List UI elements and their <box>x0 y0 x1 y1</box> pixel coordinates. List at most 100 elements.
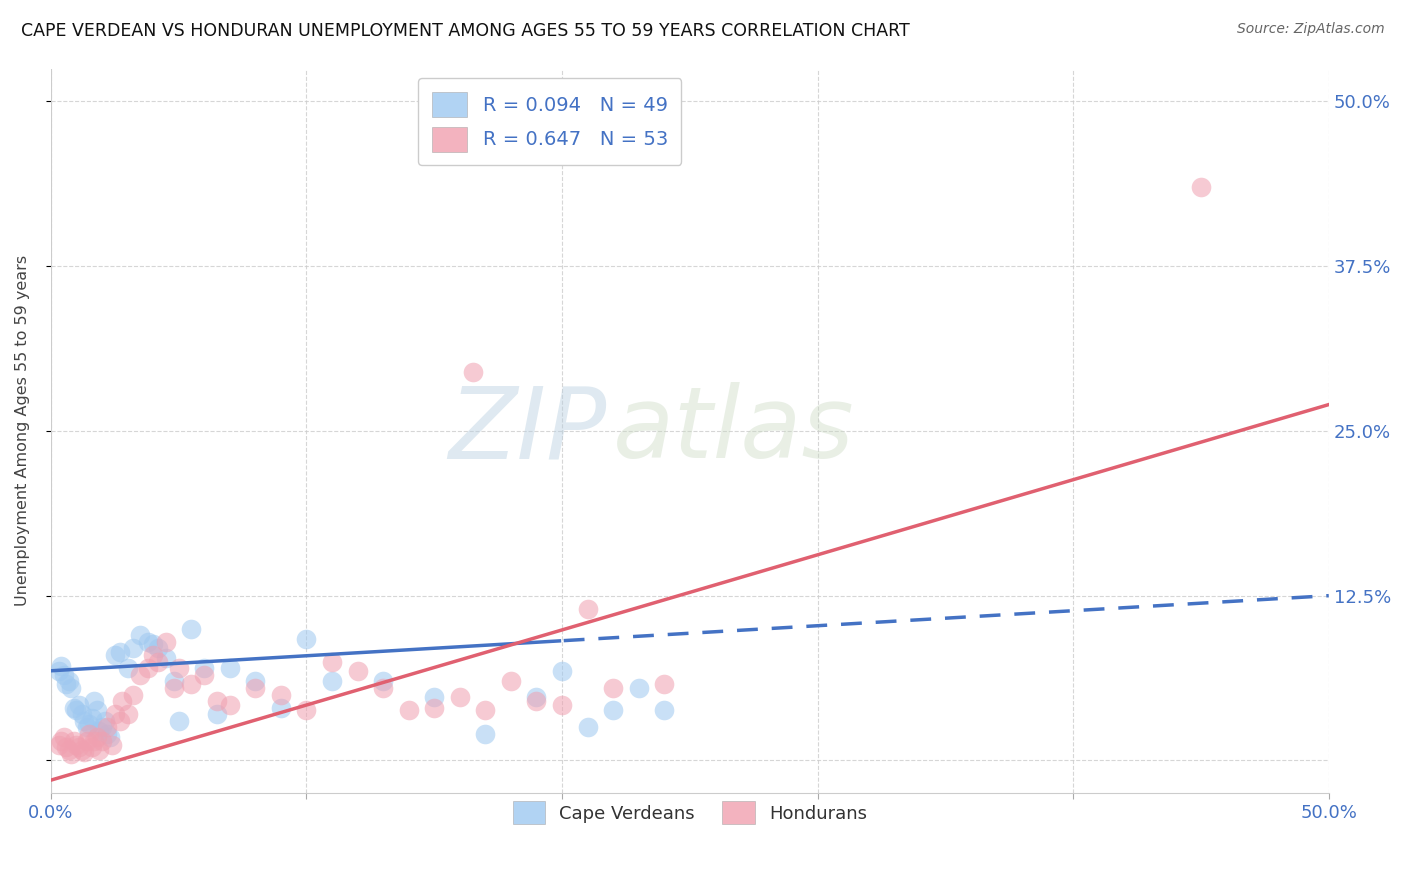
Point <box>162 681 184 695</box>
Point <box>205 707 228 722</box>
Point <box>346 664 368 678</box>
Point <box>52 730 75 744</box>
Point <box>60 681 83 695</box>
Point <box>652 703 675 717</box>
Point <box>270 700 292 714</box>
Point <box>193 667 215 681</box>
Point <box>155 634 177 648</box>
Point <box>295 632 318 647</box>
Point <box>121 688 143 702</box>
Point <box>245 681 267 695</box>
Point <box>474 703 496 717</box>
Point <box>80 711 103 725</box>
Point <box>218 661 240 675</box>
Point <box>70 743 93 757</box>
Point <box>205 694 228 708</box>
Point <box>423 690 446 705</box>
Point <box>73 714 96 728</box>
Point <box>86 703 108 717</box>
Point <box>101 738 124 752</box>
Point <box>96 727 118 741</box>
Point <box>80 740 103 755</box>
Point <box>129 667 152 681</box>
Point <box>63 733 86 747</box>
Point <box>65 703 87 717</box>
Point <box>77 716 100 731</box>
Point <box>167 714 190 728</box>
Point <box>76 721 98 735</box>
Point <box>104 648 127 662</box>
Point <box>627 681 650 695</box>
Y-axis label: Unemployment Among Ages 55 to 59 years: Unemployment Among Ages 55 to 59 years <box>15 255 30 607</box>
Point <box>49 658 72 673</box>
Point <box>218 698 240 712</box>
Point <box>58 743 80 757</box>
Point <box>73 746 96 760</box>
Point <box>371 681 394 695</box>
Point <box>167 661 190 675</box>
Point <box>117 707 139 722</box>
Point <box>89 724 111 739</box>
Point <box>652 677 675 691</box>
Point <box>67 740 90 755</box>
Text: Source: ZipAtlas.com: Source: ZipAtlas.com <box>1237 22 1385 37</box>
Point <box>104 707 127 722</box>
Point <box>1189 180 1212 194</box>
Point <box>117 661 139 675</box>
Point <box>602 703 624 717</box>
Point <box>526 694 548 708</box>
Point <box>108 714 131 728</box>
Point <box>49 733 72 747</box>
Point <box>193 661 215 675</box>
Point <box>83 733 105 747</box>
Point <box>77 727 100 741</box>
Text: ZIP: ZIP <box>449 383 607 479</box>
Point <box>148 641 170 656</box>
Legend: Cape Verdeans, Hondurans: Cape Verdeans, Hondurans <box>502 790 877 835</box>
Point <box>136 634 159 648</box>
Point <box>91 721 114 735</box>
Point <box>96 721 118 735</box>
Point <box>63 700 86 714</box>
Point <box>48 738 70 752</box>
Point <box>111 694 134 708</box>
Point <box>55 740 77 755</box>
Point <box>155 650 177 665</box>
Point <box>86 730 108 744</box>
Point <box>48 664 70 678</box>
Point <box>576 721 599 735</box>
Point <box>55 677 77 691</box>
Point <box>98 730 121 744</box>
Point <box>142 637 165 651</box>
Point <box>76 733 98 747</box>
Point <box>602 681 624 695</box>
Point <box>121 641 143 656</box>
Point <box>499 674 522 689</box>
Point <box>108 645 131 659</box>
Point <box>295 703 318 717</box>
Point <box>148 655 170 669</box>
Point <box>551 698 574 712</box>
Point <box>423 700 446 714</box>
Point <box>449 690 471 705</box>
Text: CAPE VERDEAN VS HONDURAN UNEMPLOYMENT AMONG AGES 55 TO 59 YEARS CORRELATION CHAR: CAPE VERDEAN VS HONDURAN UNEMPLOYMENT AM… <box>21 22 910 40</box>
Point <box>129 628 152 642</box>
Point <box>67 698 90 712</box>
Point <box>91 733 114 747</box>
Point <box>70 707 93 722</box>
Point <box>89 743 111 757</box>
Point <box>180 622 202 636</box>
Point <box>136 661 159 675</box>
Point <box>52 667 75 681</box>
Point <box>321 674 343 689</box>
Point <box>142 648 165 662</box>
Point <box>65 738 87 752</box>
Point <box>180 677 202 691</box>
Point <box>270 688 292 702</box>
Point <box>93 714 115 728</box>
Point <box>371 674 394 689</box>
Point <box>474 727 496 741</box>
Point <box>245 674 267 689</box>
Point <box>461 365 484 379</box>
Point <box>576 602 599 616</box>
